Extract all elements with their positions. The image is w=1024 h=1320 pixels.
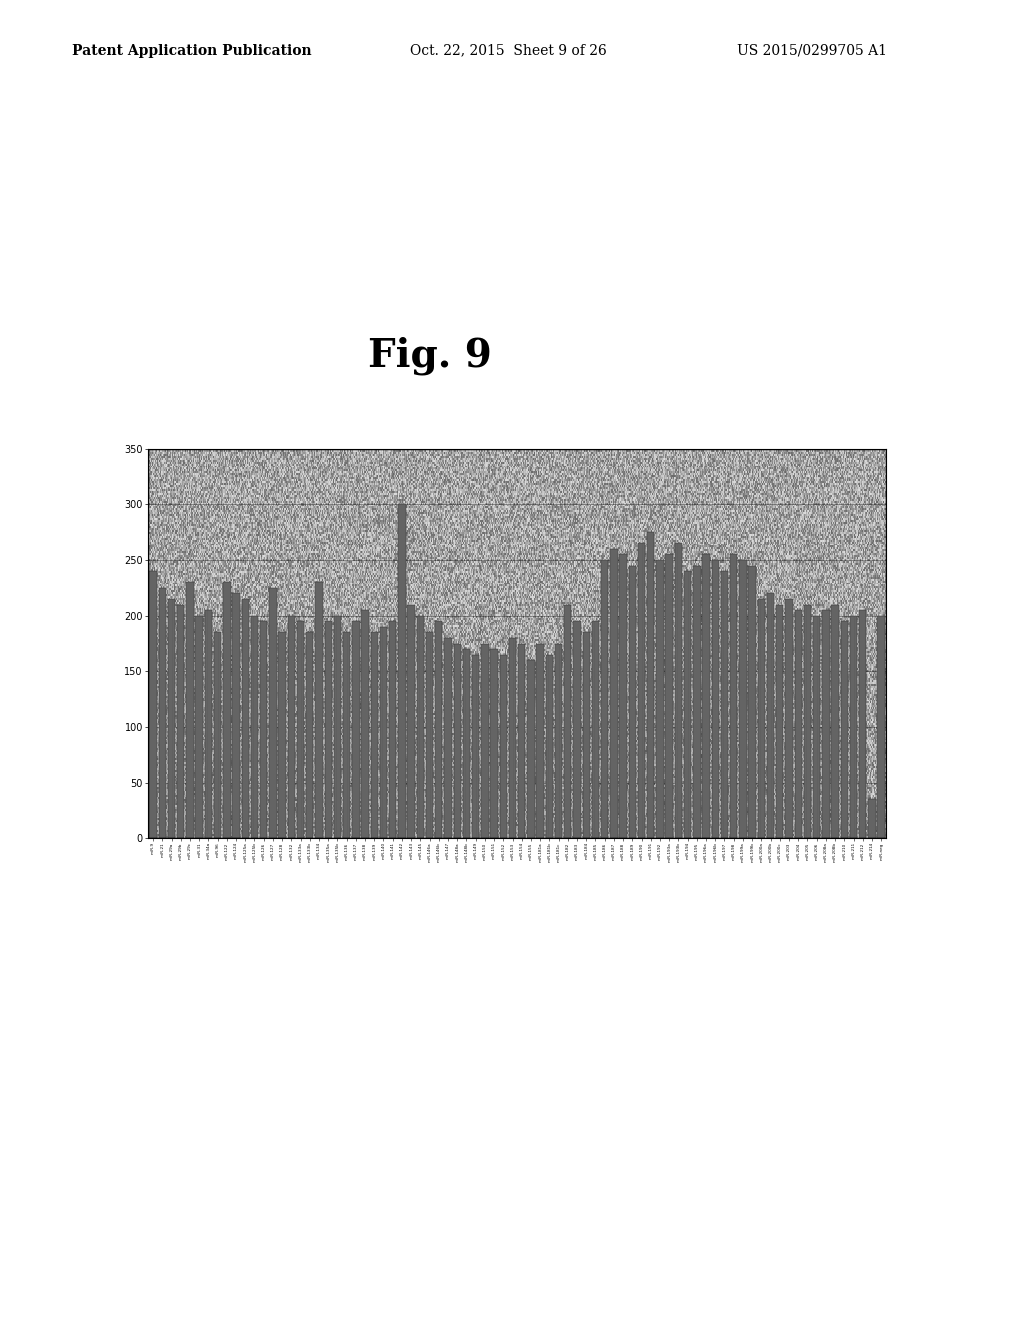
Bar [813,615,820,838]
Bar [472,655,479,838]
Bar [454,644,461,838]
Bar [444,638,452,838]
Bar [868,799,876,838]
Bar [831,605,839,838]
Bar [758,599,765,838]
Bar [601,560,608,838]
Bar [297,622,304,838]
Bar [325,622,332,838]
Bar [435,622,442,838]
Bar [168,599,175,838]
Bar [804,605,811,838]
Bar [242,599,249,838]
Bar [693,566,700,838]
Bar [150,572,157,838]
Bar [518,644,525,838]
Bar [279,632,286,838]
Bar [426,632,433,838]
Bar [656,560,664,838]
Bar [148,449,886,838]
Bar [592,622,599,838]
Bar [767,594,774,838]
Bar [260,622,267,838]
Bar [878,615,885,838]
Bar [214,632,221,838]
Bar [620,554,627,838]
Bar [269,587,276,838]
Bar [481,644,488,838]
Bar [159,587,166,838]
Bar [196,615,203,838]
Bar [306,632,313,838]
Text: Fig. 9: Fig. 9 [369,337,492,375]
Bar [500,655,507,838]
Bar [352,622,359,838]
Bar [417,615,424,838]
Bar [186,582,194,838]
Bar [629,566,636,838]
Bar [564,605,571,838]
Bar [573,622,581,838]
Bar [371,632,378,838]
Bar [555,644,562,838]
Bar [463,649,470,838]
Text: Patent Application Publication: Patent Application Publication [72,44,311,58]
Bar [638,544,645,838]
Bar [177,605,184,838]
Bar [223,582,230,838]
Text: Oct. 22, 2015  Sheet 9 of 26: Oct. 22, 2015 Sheet 9 of 26 [410,44,606,58]
Text: US 2015/0299705 A1: US 2015/0299705 A1 [737,44,887,58]
Bar [702,554,710,838]
Bar [527,660,535,838]
Bar [389,622,396,838]
Bar [647,532,654,838]
Bar [205,610,212,838]
Bar [610,549,617,838]
Bar [859,610,866,838]
Bar [288,615,295,838]
Bar [749,566,756,838]
Bar [730,554,737,838]
Bar [841,622,848,838]
Bar [739,560,746,838]
Bar [315,582,323,838]
Bar [712,560,719,838]
Bar [583,632,590,838]
Bar [251,615,258,838]
Bar [537,644,544,838]
Bar [776,605,783,838]
Bar [666,554,673,838]
Bar [684,572,691,838]
Bar [850,615,857,838]
Bar [334,615,341,838]
Bar [822,610,829,838]
Bar [721,572,728,838]
Bar [490,649,498,838]
Bar [408,605,415,838]
Bar [232,594,240,838]
Bar [509,638,516,838]
Bar [361,610,369,838]
Bar [785,599,793,838]
Bar [795,610,802,838]
Bar [675,544,682,838]
Bar [398,504,406,838]
Bar [380,627,387,838]
Bar [343,632,350,838]
Bar [546,655,553,838]
